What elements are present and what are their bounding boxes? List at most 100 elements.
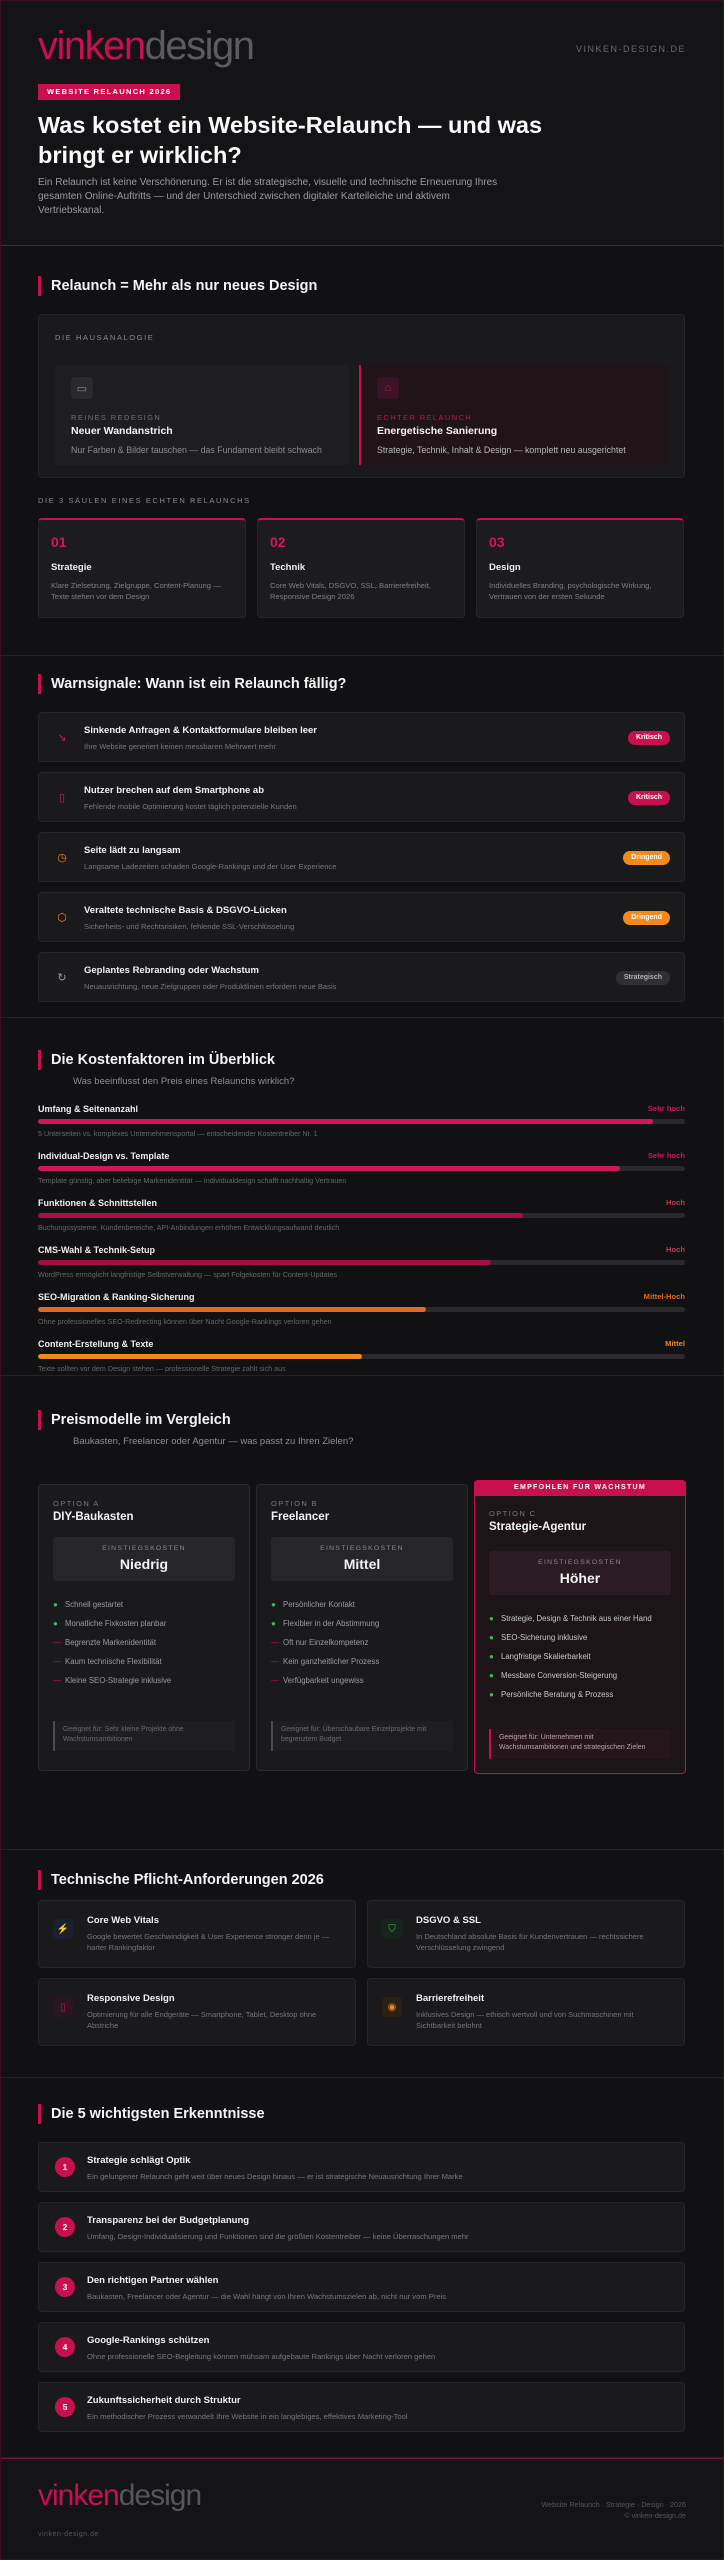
warning-text: Ihre Website generiert keinen messbaren … <box>84 742 276 751</box>
section-title: Relaunch = Mehr als nur neues Design <box>38 276 317 296</box>
cost-factor-fill <box>38 1354 362 1359</box>
section-subtitle: Was beeinflusst den Preis eines Relaunch… <box>73 1076 295 1087</box>
cost-kicker: EINSTIEGSKOSTEN <box>102 1545 186 1552</box>
plan-option: OPTION B <box>271 1499 319 1508</box>
house-icon: ⌂ <box>377 377 399 399</box>
minus-icon: — <box>271 1657 279 1666</box>
learning-text: Umfang, Design-Individualisierung und Fu… <box>87 2232 469 2241</box>
minus-icon: — <box>271 1638 279 1647</box>
learning-item: 1 Strategie schlägt Optik Ein gelungener… <box>38 2142 685 2192</box>
plan-cost-box: EINSTIEGSKOSTEN Mittel <box>271 1537 453 1581</box>
warning-item: ▯ Nutzer brechen auf dem Smartphone ab F… <box>38 772 685 822</box>
warning-title: Sinkende Anfragen & Kontaktformulare ble… <box>84 725 317 736</box>
cost-value: Mittel <box>343 1556 381 1572</box>
cost-factor-fill <box>38 1119 653 1124</box>
severity-badge: Dringend <box>623 911 670 925</box>
section-title: Technische Pflicht-Anforderungen 2026 <box>38 1870 324 1890</box>
pillar-title: Strategie <box>51 562 92 573</box>
cost-factor-level: Hoch <box>666 1245 685 1254</box>
check-icon: ● <box>489 1614 494 1623</box>
warning-icon: ⬡ <box>57 912 67 924</box>
plan-feature: — Kleine SEO-Strategie inklusive <box>53 1676 172 1685</box>
warning-title: Veraltete technische Basis & DSGVO-Lücke… <box>84 905 287 916</box>
warning-text: Langsame Ladezeiten schaden Google-Ranki… <box>84 862 337 871</box>
severity-badge: Strategisch <box>615 971 670 985</box>
section-subtitle: Baukasten, Freelancer oder Agentur — was… <box>73 1436 354 1447</box>
plan-note: Geeignet für: Sehr kleine Projekte ohne … <box>53 1721 235 1751</box>
cost-factor-row: Funktionen & Schnittstellen Hoch Buchungss… <box>38 1198 685 1242</box>
pillar-title: Design <box>489 562 521 573</box>
plan-feature: — Kein ganzheitlicher Prozess <box>271 1657 380 1666</box>
cost-factor-note: Texte sollten vor dem Design stehen — pr… <box>38 1364 286 1373</box>
warning-item: ↻ Geplantes Rebranding oder Wachstum Neu… <box>38 952 685 1002</box>
learning-text: Ein gelungener Relaunch geht weit über n… <box>87 2172 463 2181</box>
tech-card: ⚡ Core Web Vitals Google bewertet Geschw… <box>38 1900 356 1968</box>
plan-name: Freelancer <box>271 1511 330 1523</box>
house-analogy-card: DIE HAUSANALOGIE ▭ REINES REDESIGN Neuer… <box>38 314 685 478</box>
cost-factor-note: Buchungssysteme, Kundenbereiche, API-Anb… <box>38 1223 340 1232</box>
plan-feature: ● Flexibler in der Abstimmung <box>271 1619 380 1628</box>
footer-url[interactable]: vinken-design.de <box>38 2531 99 2538</box>
plan-feature-list: ● Schnell gestartet ● Monatliche Fixkosten… <box>53 1595 239 1690</box>
warning-title: Seite lädt zu langsam <box>84 845 181 856</box>
minus-icon: — <box>53 1676 61 1685</box>
warning-title: Geplantes Rebranding oder Wachstum <box>84 965 259 976</box>
plan-name: DIY-Baukasten <box>53 1511 134 1523</box>
section-title: Preismodelle im Vergleich <box>38 1410 231 1430</box>
plan-card-diy[interactable]: OPTION A DIY-Baukasten EINSTIEGSKOSTEN N… <box>38 1484 250 1771</box>
pillar-card: 03 Design Individuelles Branding, psycho… <box>476 518 684 618</box>
smartphone-icon: ▯ <box>58 792 66 804</box>
cost-factor-label: CMS-Wahl & Technik-Setup <box>38 1245 155 1255</box>
plan-feature: ● Schnell gestartet <box>53 1600 124 1609</box>
brand-logo[interactable]: vinkendesign <box>38 24 255 69</box>
plan-option: OPTION C <box>489 1509 537 1518</box>
plan-card-agency[interactable]: EMPFOHLEN FÜR WACHSTUM OPTION C Strategi… <box>474 1480 686 1774</box>
plan-feature-list: ● Strategie, Design & Technik aus einer H… <box>489 1609 675 1704</box>
pillar-text: Klare Zielsetzung, Zielgruppe, Content-P… <box>51 581 221 601</box>
relaunch-title: Energetische Sanierung <box>377 425 498 437</box>
page-title: Was kostet ein Website-Relaunch — und wa… <box>38 112 543 168</box>
analogy-kicker: DIE HAUSANALOGIE <box>55 333 155 342</box>
footer-logo[interactable]: vinkendesign <box>38 2479 202 2513</box>
learning-number: 4 <box>55 2337 75 2357</box>
plan-feature: — Kaum technische Flexibilität <box>53 1657 162 1666</box>
pillars-kicker: DIE 3 SÄULEN EINES ECHTEN RELAUNCHS <box>38 496 251 505</box>
cost-factor-level: Sehr hoch <box>647 1151 685 1160</box>
section-title: Die 5 wichtigsten Erkenntnisse <box>38 2104 265 2124</box>
plan-feature: — Verfügbarkeit ungewiss <box>271 1676 364 1685</box>
tech-text: In Deutschland absolute Basis für Kunden… <box>416 1932 644 1952</box>
cost-value: Niedrig <box>119 1556 169 1572</box>
footer-copyright: © vinken-design.de <box>624 2511 686 2520</box>
cost-factor-fill <box>38 1260 491 1265</box>
smartphone-icon: ▯ <box>53 1997 73 2017</box>
cost-factor-row: Content-Erstellung & Texte Mittel Texte so… <box>38 1339 685 1383</box>
learning-number: 1 <box>55 2157 75 2177</box>
hero-intro: Ein Relaunch ist keine Verschönerung. Er… <box>38 177 498 216</box>
recommended-ribbon: EMPFOHLEN FÜR WACHSTUM <box>474 1480 686 1496</box>
logo-part-design: design <box>118 2479 202 2512</box>
check-icon: ● <box>53 1619 58 1628</box>
tech-title: DSGVO & SSL <box>416 1915 481 1926</box>
plan-feature: ● Langfristige Skalierbarkeit <box>489 1652 591 1661</box>
warning-text: Fehlende mobile Optimierung kostet tägli… <box>84 802 297 811</box>
pricing-section: Preismodelle im Vergleich Baukasten, Fre… <box>0 1376 724 1850</box>
learning-text: Baukasten, Freelancer oder Agentur — die… <box>87 2292 447 2301</box>
trend-down-icon: ↘ <box>57 732 67 744</box>
plan-feature: ● Persönliche Beratung & Prozess <box>489 1690 614 1699</box>
learning-title: Zukunftssicherheit durch Struktur <box>87 2395 241 2406</box>
tech-requirements-section: Technische Pflicht-Anforderungen 2026 ⚡ … <box>0 1850 724 2078</box>
cost-factor-track <box>38 1119 685 1124</box>
minus-icon: — <box>53 1638 61 1647</box>
redesign-text: Nur Farben & Bilder tauschen — das Funda… <box>71 445 322 455</box>
learning-item: 5 Zukunftssicherheit durch Struktur Ein … <box>38 2382 685 2432</box>
learning-item: 4 Google-Rankings schützen Ohne professi… <box>38 2322 685 2372</box>
learning-title: Strategie schlägt Optik <box>87 2155 191 2166</box>
footer-meta: Website Relaunch · Strategie · Design · … <box>542 2499 687 2521</box>
check-icon: ● <box>489 1633 494 1642</box>
pillar-card: 01 Strategie Klare Zielsetzung, Zielgrup… <box>38 518 246 618</box>
cost-factor-note: 5 Unterseiten vs. komplexes Unternehmens… <box>38 1129 318 1138</box>
plan-card-freelancer[interactable]: OPTION B Freelancer EINSTIEGSKOSTEN Mitt… <box>256 1484 468 1771</box>
learning-title: Den richtigen Partner wählen <box>87 2275 219 2286</box>
cost-factor-label: Funktionen & Schnittstellen <box>38 1198 158 1208</box>
site-url[interactable]: VINKEN-DESIGN.DE <box>575 44 686 54</box>
